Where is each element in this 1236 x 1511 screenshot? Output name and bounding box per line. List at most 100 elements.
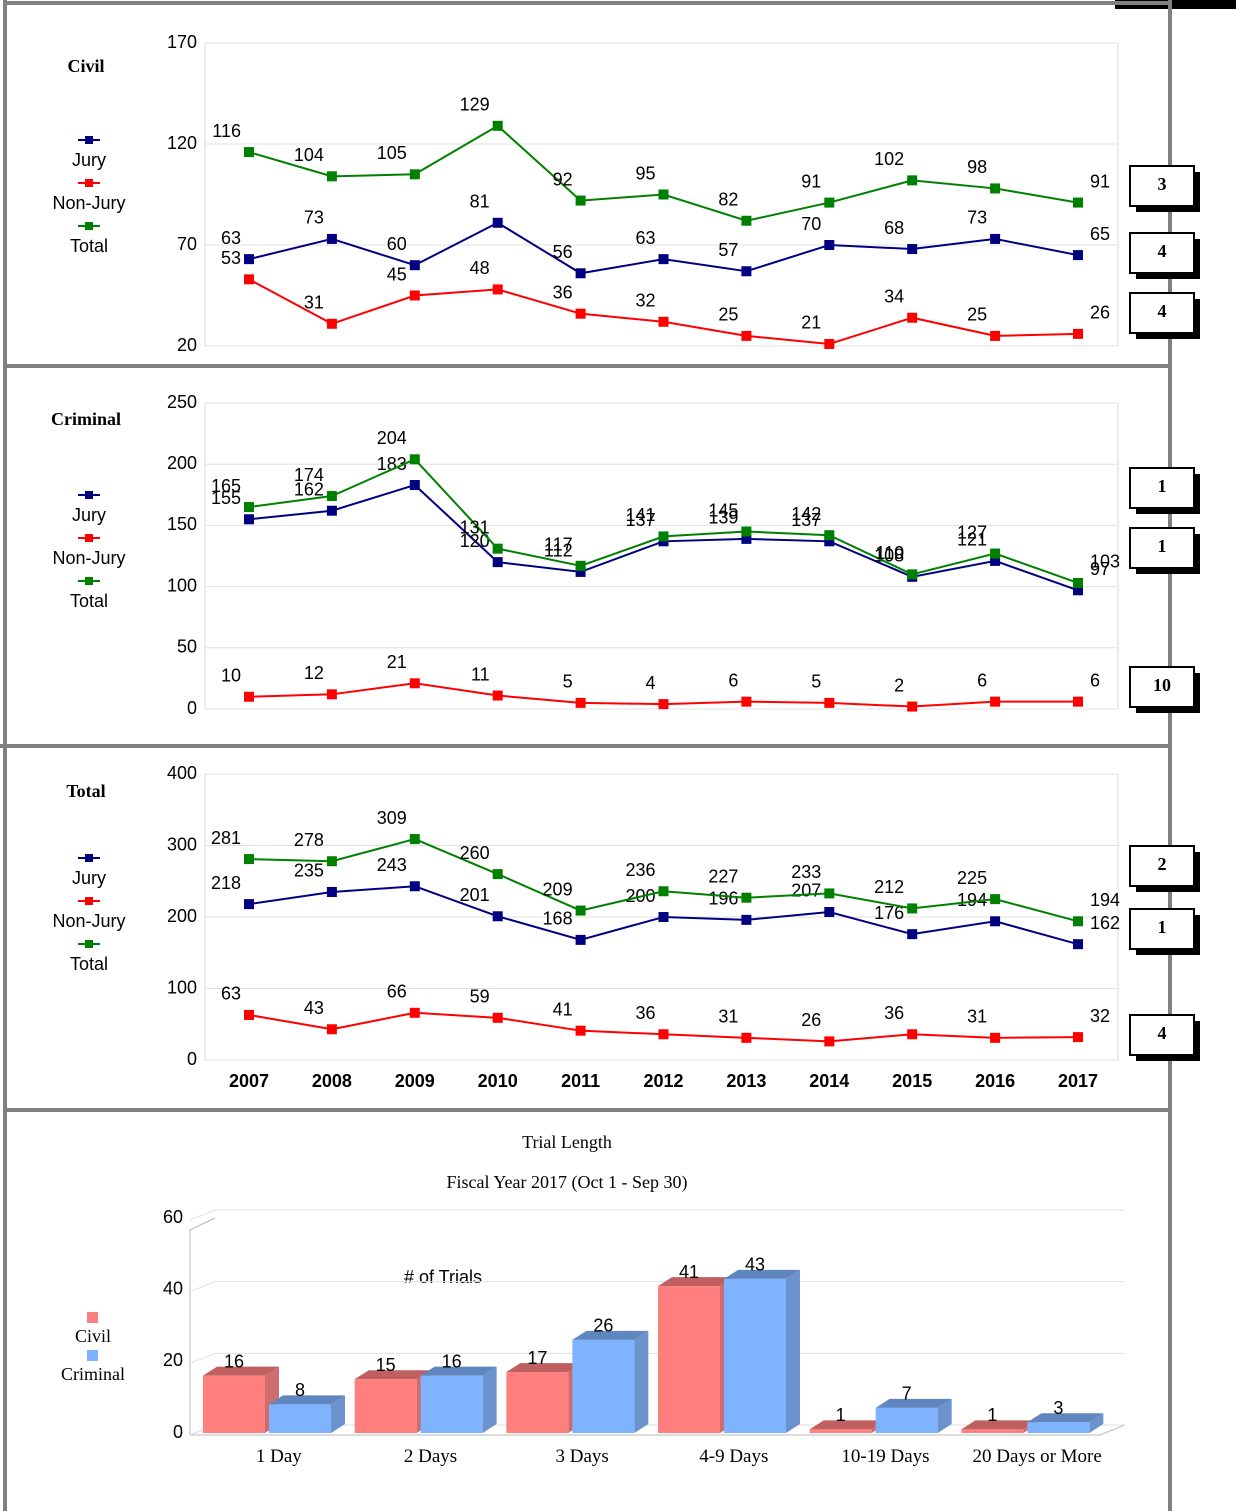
y-tick-label: 60 [163, 1207, 183, 1227]
data-label: 34 [884, 286, 904, 306]
data-label: 176 [874, 903, 904, 923]
point [326, 689, 337, 700]
data-label: 12 [304, 663, 324, 683]
bar [506, 1372, 569, 1433]
y-tick-label: 20 [163, 1350, 183, 1370]
bar [1027, 1422, 1090, 1433]
data-label: 63 [635, 228, 655, 248]
bar-top [506, 1363, 583, 1373]
data-label: 165 [211, 476, 241, 496]
data-label: 97 [1090, 559, 1110, 579]
data-label: 91 [801, 171, 821, 191]
data-label: 3 [1053, 1398, 1063, 1418]
data-label: 201 [460, 885, 490, 905]
annotation: 4 [1158, 1023, 1167, 1043]
data-label: 5 [563, 672, 573, 692]
point [326, 886, 337, 897]
point [1073, 585, 1083, 596]
annotation: # of Trials [404, 1267, 482, 1287]
bar-top [1027, 1413, 1104, 1423]
point [492, 1012, 503, 1023]
data-label: 21 [801, 313, 821, 333]
point [907, 929, 918, 940]
point [409, 454, 420, 465]
point [658, 912, 669, 922]
data-label: 8 [295, 1380, 305, 1400]
legend-label: Non-Jury [52, 548, 125, 568]
bar-top [724, 1269, 800, 1279]
y-tick-label: 400 [167, 763, 197, 783]
bar-side [331, 1395, 345, 1433]
point [244, 854, 254, 865]
bar [203, 1375, 265, 1433]
legend-label: Criminal [61, 1364, 125, 1384]
data-label: 194 [957, 890, 987, 910]
point [741, 892, 752, 903]
x-tick-label: 2015 [892, 1071, 932, 1091]
annotation-box [1129, 1014, 1195, 1056]
x-tick-label: 4-9 Days [699, 1446, 769, 1467]
data-label: 174 [294, 465, 324, 485]
data-label: 65 [1090, 224, 1110, 244]
x-tick-wrap: 2 Days [403, 1446, 458, 1467]
data-label: 95 [635, 163, 655, 183]
y-tick-label: 100 [167, 575, 197, 595]
point [824, 888, 835, 899]
data-label: 127 [957, 522, 987, 542]
data-label: 105 [377, 143, 407, 163]
data-label: 155 [211, 488, 241, 508]
point [990, 330, 1001, 341]
data-label: 137 [625, 510, 655, 530]
data-label: 196 [708, 889, 738, 909]
point [409, 290, 420, 301]
point [575, 1025, 586, 1036]
bar [875, 1407, 938, 1433]
point [575, 195, 586, 206]
x-tick-label: 2017 [1058, 1071, 1098, 1091]
data-label: 236 [625, 860, 655, 880]
y-tick-label: 250 [167, 392, 197, 412]
x-tick-label: 2014 [809, 1071, 849, 1091]
legend-marker [85, 940, 93, 948]
data-label: 235 [294, 861, 324, 881]
y-tick-label: 0 [173, 1422, 183, 1442]
bar [724, 1278, 786, 1433]
y-tick-label: 0 [187, 698, 197, 718]
x-tick-label: 10-19 Days [841, 1446, 930, 1467]
data-label: 92 [553, 169, 573, 189]
data-label: 2 [894, 675, 904, 695]
legend-marker [85, 179, 93, 187]
point [409, 1007, 420, 1018]
point [492, 543, 503, 554]
data-label: 121 [957, 530, 987, 550]
data-label: 120 [460, 531, 490, 551]
data-label: 31 [967, 1007, 987, 1027]
x-tick-label: 2 Days [403, 1446, 458, 1467]
data-label: 68 [884, 218, 904, 238]
point [658, 254, 669, 265]
legend-marker [85, 577, 93, 585]
point [907, 1029, 918, 1040]
point [990, 183, 1001, 194]
point [409, 834, 420, 845]
point [409, 678, 420, 689]
annotation-box [1129, 908, 1195, 950]
bar-side [482, 1366, 497, 1433]
legend-marker [87, 1312, 98, 1323]
data-label: 104 [294, 145, 324, 165]
annotation: 4 [1158, 301, 1167, 321]
point [658, 189, 669, 200]
grid-line [189, 1281, 1125, 1293]
point [907, 701, 918, 712]
x-tick-wrap: 20 Days or More [972, 1446, 1102, 1467]
data-label: 260 [460, 843, 490, 863]
data-label: 227 [708, 866, 738, 886]
y-tick-label: 50 [177, 637, 197, 657]
x-tick-label: 2016 [975, 1071, 1015, 1091]
x-tick-label: 20 Days or More [972, 1446, 1102, 1467]
point [492, 217, 503, 228]
data-label: 5 [811, 672, 821, 692]
annotation: 1 [1158, 917, 1167, 937]
point [326, 856, 337, 867]
